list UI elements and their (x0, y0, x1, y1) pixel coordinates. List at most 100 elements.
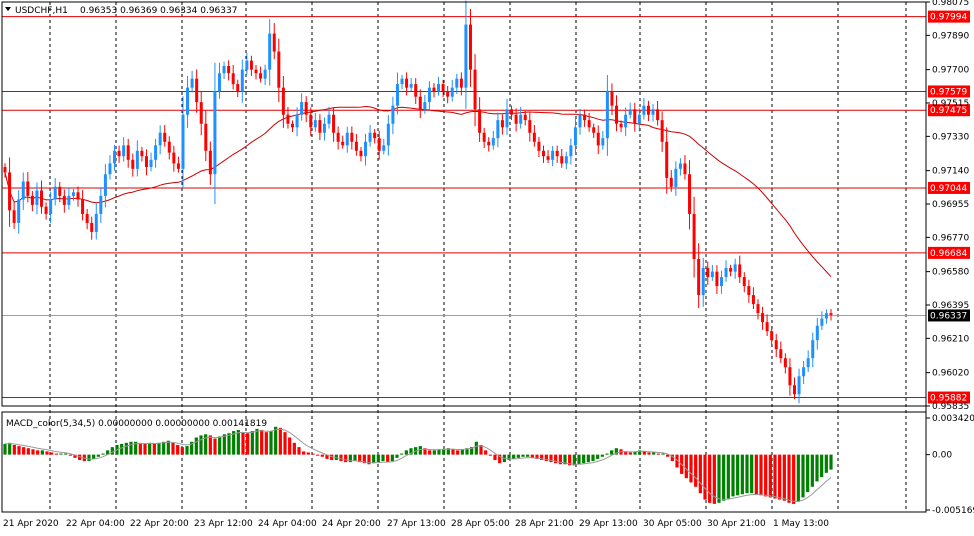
macd-bar-up (722, 454, 726, 501)
price-tick-label: 0.98075 (932, 0, 969, 8)
price-tick-label: 0.97330 (932, 132, 969, 142)
macd-bar-up (432, 450, 436, 455)
candle-up (345, 132, 349, 146)
macd-bar-down (316, 454, 320, 456)
candle-up (496, 120, 500, 139)
macd-bar-down (530, 454, 534, 458)
signal-line (4, 428, 832, 503)
candle-down (286, 114, 290, 124)
macd-bar-up (600, 454, 604, 457)
candle-down (359, 150, 363, 157)
candle-down (706, 268, 710, 278)
candle-down (227, 66, 231, 74)
candle-up (122, 145, 126, 157)
candle-down (646, 105, 650, 115)
macd-bar-up (736, 454, 740, 496)
candle-up (519, 114, 523, 124)
candle-down (747, 286, 751, 296)
macd-bar-down (493, 454, 497, 460)
candle-down (478, 109, 482, 133)
candle-down (783, 358, 787, 368)
macd-bar-down (311, 453, 315, 455)
candle-up (71, 192, 75, 196)
candle-down (500, 120, 504, 128)
candle-down (510, 109, 514, 115)
level-tag (928, 246, 970, 259)
macd-bar-down (208, 435, 212, 455)
candle-down (3, 167, 7, 173)
macd-bar-up (717, 454, 721, 503)
macd-tick-label: 0.00 (932, 451, 952, 461)
candle-down (660, 120, 664, 142)
macd-bar-down (558, 454, 562, 465)
price-tick-label: 0.96580 (932, 268, 969, 278)
candle-up (637, 114, 641, 124)
candle-up (21, 181, 25, 200)
macd-bar-down (339, 454, 343, 462)
macd-bar-down (456, 450, 460, 455)
candle-down (583, 114, 587, 121)
candle-down (619, 123, 623, 128)
candle-up (186, 87, 190, 115)
candle-down (117, 150, 121, 157)
candle-down (751, 295, 755, 305)
macd-bar-up (148, 442, 152, 455)
candle-down (140, 150, 144, 157)
candle-up (295, 114, 299, 128)
candle-up (190, 78, 194, 88)
macd-bar-down (498, 454, 502, 464)
candle-up (181, 114, 185, 169)
candle-down (62, 195, 66, 205)
candle-down (318, 120, 322, 133)
candle-down (199, 102, 203, 124)
macd-bar-up (577, 454, 581, 465)
candle-down (377, 138, 381, 151)
candle-up (578, 114, 582, 128)
candle-up (642, 105, 646, 115)
macd-bar-down (792, 454, 796, 504)
candle-down (277, 51, 281, 88)
candle-up (802, 367, 806, 377)
candle-down (459, 78, 463, 88)
level-tag-label: 0.96684 (930, 249, 967, 259)
candle-down (30, 195, 34, 205)
macd-bar-up (166, 440, 170, 455)
macd-bar-down (297, 447, 301, 455)
dropdown-triangle-icon[interactable] (5, 7, 11, 11)
macd-bar-down (670, 454, 674, 462)
candle-down (446, 91, 450, 97)
candle-down (473, 69, 477, 110)
macd-bar-down (708, 454, 712, 503)
candle-up (135, 150, 139, 169)
price-tick-label: 0.97890 (932, 31, 969, 41)
macd-bar-down (568, 454, 572, 466)
macd-bar-up (124, 442, 128, 455)
macd-bar-down (773, 454, 777, 499)
candle-up (409, 84, 413, 88)
macd-bar-up (596, 454, 600, 459)
macd-bar-up (745, 454, 749, 494)
candle-up (437, 84, 441, 92)
macd-bar-up (204, 434, 208, 455)
macd-bar-up (801, 454, 805, 498)
macd-bar-down (656, 453, 660, 455)
macd-bar-down (535, 454, 539, 459)
candle-up (108, 163, 112, 175)
moving-average-line (4, 105, 832, 278)
candle-down (774, 340, 778, 350)
macd-bar-up (353, 454, 357, 462)
current-price-tag (928, 309, 970, 322)
macd-bar-down (367, 454, 371, 465)
macd-bar-up (194, 437, 198, 455)
macd-bar-up (614, 448, 618, 455)
time-tick-label: 30 Apr 05:00 (643, 519, 702, 529)
macd-bar-up (610, 450, 614, 455)
macd-bar-down (624, 451, 628, 455)
macd-bar-up (638, 450, 642, 455)
candle-up (391, 105, 395, 124)
candle-down (592, 127, 596, 133)
macd-bar-up (96, 454, 100, 457)
candle-down (26, 181, 30, 196)
macd-bar-up (437, 449, 441, 455)
macd-bar-down (50, 452, 54, 455)
